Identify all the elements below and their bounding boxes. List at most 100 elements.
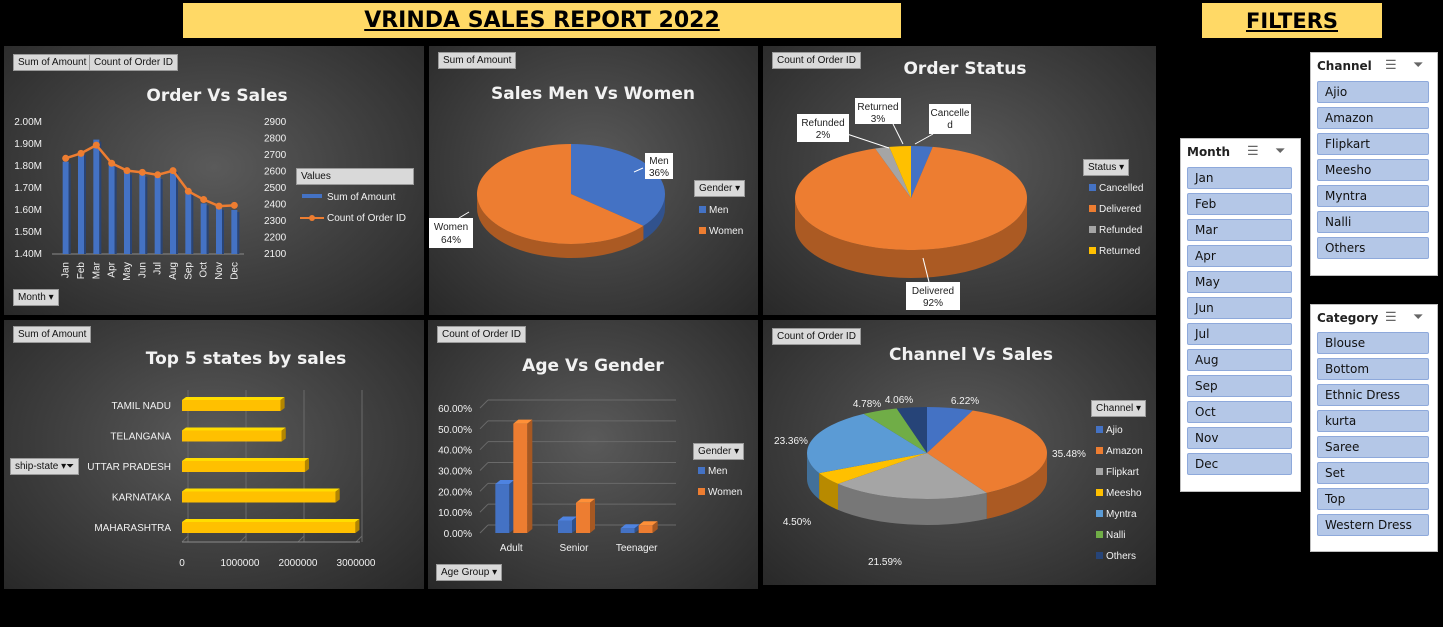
gridline-depth [181, 535, 189, 543]
sum-of-amount-field-button[interactable]: Sum of Amount [438, 52, 517, 69]
slicer-item-bottom[interactable]: Bottom [1317, 358, 1429, 380]
channel-legend-label: Channel [1096, 403, 1134, 414]
gridline-depth [479, 441, 489, 451]
slicer-item-flipkart[interactable]: Flipkart [1317, 133, 1429, 155]
legend-label: Delivered [1099, 204, 1141, 215]
pie-slice-returned [889, 146, 911, 198]
legend-swatch [1089, 226, 1096, 233]
y-tick-label-right: 2500 [264, 183, 287, 194]
bar-top [182, 458, 309, 461]
y-tick-label-right: 2600 [264, 167, 287, 178]
slicer-item-western-dress[interactable]: Western Dress [1317, 514, 1429, 536]
y-tick-label-left: 1.90M [14, 139, 42, 150]
slicer-item-myntra[interactable]: Myntra [1317, 185, 1429, 207]
month-axis-label: Month [18, 292, 46, 303]
month-axis-button[interactable]: Month ▾ [13, 289, 59, 306]
x-tick-label: Sep [183, 262, 194, 280]
count-of-order-field-button[interactable]: Count of Order ID [772, 52, 861, 69]
slicer-item-blouse[interactable]: Blouse [1317, 332, 1429, 354]
bar-top [558, 516, 577, 521]
legend-swatch [698, 488, 705, 495]
filters-title-bar: FILTERS [1202, 3, 1382, 38]
y-tick-label: 60.00% [438, 404, 472, 415]
slicer-item-may[interactable]: May [1187, 271, 1292, 293]
values-legend-header: Values [296, 168, 414, 185]
slicer-item-nov[interactable]: Nov [1187, 427, 1292, 449]
slicer-item-meesho[interactable]: Meesho [1317, 159, 1429, 181]
filters-title: FILTERS [1245, 8, 1339, 33]
slicer-item-amazon[interactable]: Amazon [1317, 107, 1429, 129]
pie-slice-side [795, 198, 1027, 278]
clear-filter-icon[interactable]: ⏷ [1275, 143, 1286, 158]
slicer-item-ethnic-dress[interactable]: Ethnic Dress [1317, 384, 1429, 406]
bar-men-senior [558, 520, 572, 533]
pie-slice-side [807, 453, 820, 500]
multi-select-icon[interactable]: ☰ [1385, 309, 1397, 324]
ship-state-axis-button[interactable]: ship-state ▾⏷ [10, 458, 80, 475]
count-of-order-field-button[interactable]: Count of Order ID [437, 326, 526, 343]
bar-tamil-nadu [182, 400, 281, 411]
slicer-item-saree[interactable]: Saree [1317, 436, 1429, 458]
legend-swatch [1096, 426, 1103, 433]
status-legend-filter[interactable]: Status ▾ [1083, 159, 1130, 176]
x-tick-label: Oct [199, 262, 210, 278]
legend-label: Refunded [1099, 225, 1142, 236]
pie-slice-refunded [875, 146, 911, 198]
slicer-item-apr[interactable]: Apr [1187, 245, 1292, 267]
bar-sum-of-amount [62, 161, 69, 254]
data-label: Cancelle d [931, 108, 970, 131]
clear-filter-icon[interactable]: ⏷ [1413, 309, 1424, 324]
slicer-item-nalli[interactable]: Nalli [1317, 211, 1429, 233]
count-of-order-field-button[interactable]: Count of Order ID [89, 54, 178, 71]
y-tick-label-left: 2.00M [14, 117, 42, 128]
slicer-item-jul[interactable]: Jul [1187, 323, 1292, 345]
age-group-axis-button[interactable]: Age Group ▾ [436, 564, 503, 581]
slicer-item-others[interactable]: Others [1317, 237, 1429, 259]
slicer-item-jan[interactable]: Jan [1187, 167, 1292, 189]
bar-side [160, 179, 163, 254]
y-tick-label-right: 2400 [264, 200, 287, 211]
y-tick-label-right: 2200 [264, 233, 287, 244]
bar-sum-of-amount [108, 163, 115, 254]
slicer-item-top[interactable]: Top [1317, 488, 1429, 510]
data-label: 35.48% [1052, 449, 1086, 460]
gridline-depth [479, 503, 489, 513]
bar-women-senior [576, 502, 590, 533]
gender-legend-filter[interactable]: Gender ▾ [694, 180, 746, 197]
bar-side [145, 176, 148, 254]
order-vs-sales-panel: Order Vs Sales 2.00M 1.90M 1.80M 1.70M 1.60M 1… [4, 46, 424, 315]
multi-select-icon[interactable]: ☰ [1385, 57, 1397, 72]
y-tick-label-left: 1.70M [14, 183, 42, 194]
bar-men-teenager [620, 528, 635, 533]
y-tick-label-right: 2900 [264, 117, 287, 128]
sum-of-amount-field-button[interactable]: Sum of Amount [13, 54, 92, 71]
bar-side [281, 427, 286, 442]
slicer-item-aug[interactable]: Aug [1187, 349, 1292, 371]
slicer-item-set[interactable]: Set [1317, 462, 1429, 484]
slicer-item-ajio[interactable]: Ajio [1317, 81, 1429, 103]
channel-legend-filter[interactable]: Channel ▾ [1091, 400, 1147, 417]
dropdown-arrow-icon: ▾ [1119, 162, 1125, 173]
legend-label: Women [709, 226, 743, 237]
legend-label: Ajio [1106, 425, 1123, 436]
slicer-item-oct[interactable]: Oct [1187, 401, 1292, 423]
slicer-item-dec[interactable]: Dec [1187, 453, 1292, 475]
x-tick-label: Jul [153, 262, 164, 275]
data-label-category: Men [649, 156, 668, 167]
slicer-item-jun[interactable]: Jun [1187, 297, 1292, 319]
slicer-item-mar[interactable]: Mar [1187, 219, 1292, 241]
count-of-order-field-button[interactable]: Count of Order ID [772, 328, 861, 345]
sum-of-amount-field-button[interactable]: Sum of Amount [13, 326, 92, 343]
slicer-item-kurta[interactable]: kurta [1317, 410, 1429, 432]
y-category-label: TAMIL NADU [112, 401, 171, 412]
clear-filter-icon[interactable]: ⏷ [1413, 57, 1424, 72]
gridline-depth [355, 535, 363, 543]
slicer-item-sep[interactable]: Sep [1187, 375, 1292, 397]
gender-legend-filter[interactable]: Gender ▾ [693, 443, 745, 460]
x-tick-label: 2000000 [279, 558, 318, 569]
multi-select-icon[interactable]: ☰ [1247, 143, 1259, 158]
gridline-depth [297, 535, 305, 543]
pie-slice-flipkart [838, 453, 987, 499]
slicer-item-feb[interactable]: Feb [1187, 193, 1292, 215]
